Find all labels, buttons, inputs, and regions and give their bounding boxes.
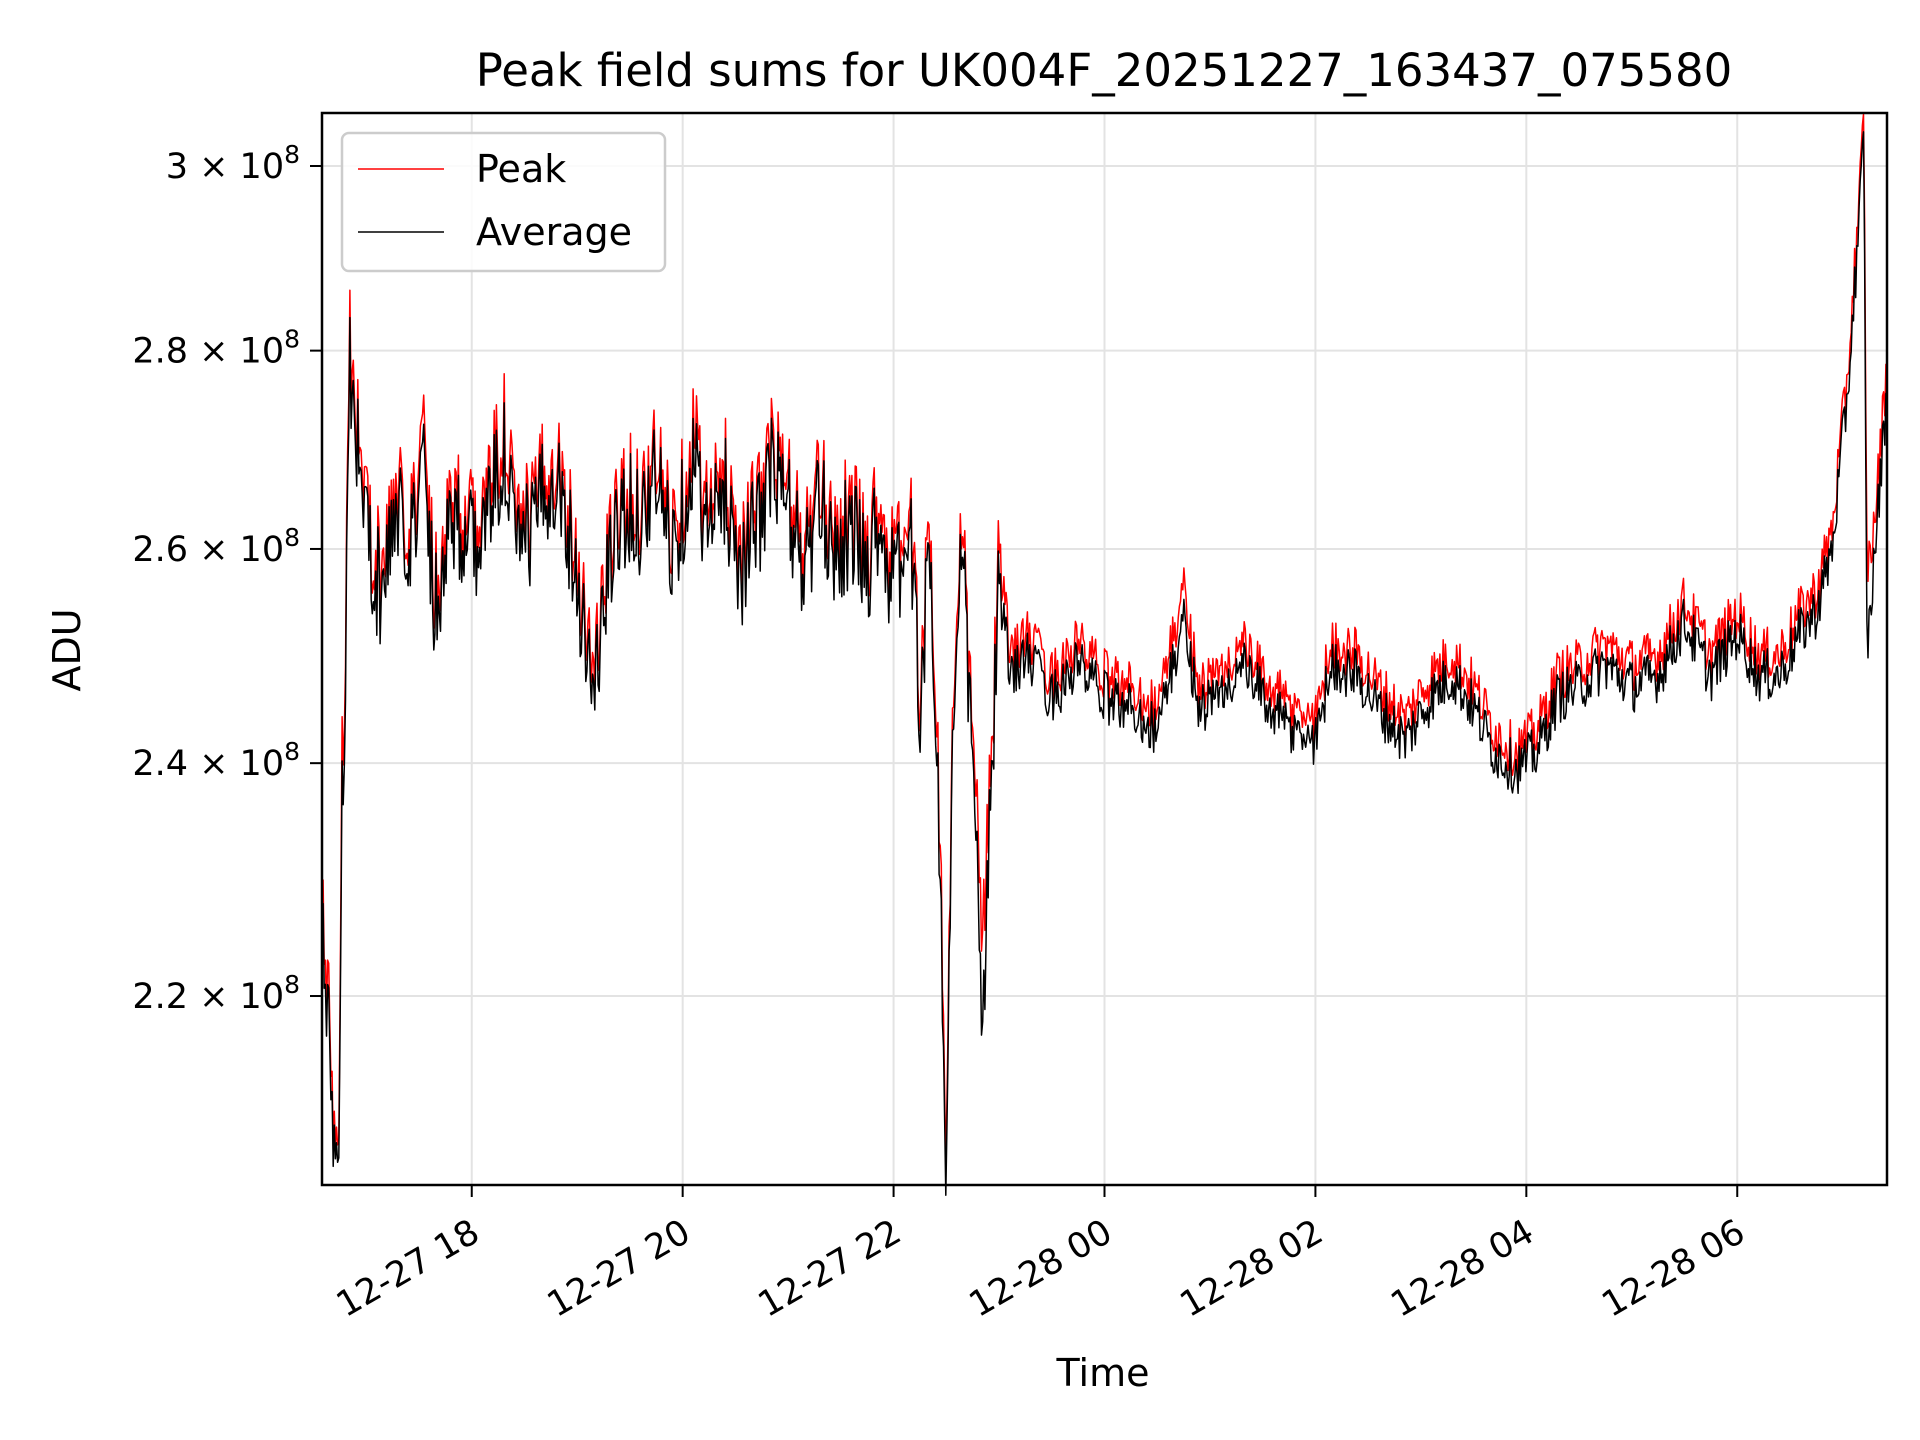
x-axis-label: Time (1056, 1351, 1150, 1395)
y-ticks: 2.2 × 108 2.4 × 108 2.6 × 108 2.8 × 108 3 × … (132, 140, 322, 1017)
y-tick-label-2: 2.6 × 108 (132, 523, 300, 570)
y-tick-label-1: 2.4 × 108 (132, 737, 300, 784)
chart-title: Peak field sums for UK004F_20251227_1634… (476, 44, 1733, 97)
legend-box (340, 131, 667, 273)
y-tick-label-3: 2.8 × 108 (132, 325, 300, 372)
legend-peak-label: Peak (476, 147, 566, 191)
series-line-average (321, 131, 1888, 1197)
y-tick-label-0: 2.2 × 108 (132, 970, 300, 1017)
legend: Peak Average (340, 131, 667, 273)
series-layer (321, 113, 1888, 1197)
y-axis-label: ADU (45, 608, 89, 691)
legend-average-label: Average (476, 210, 632, 254)
series-line-peak (321, 113, 1888, 1169)
y-tick-label-4: 3 × 108 (166, 140, 300, 187)
